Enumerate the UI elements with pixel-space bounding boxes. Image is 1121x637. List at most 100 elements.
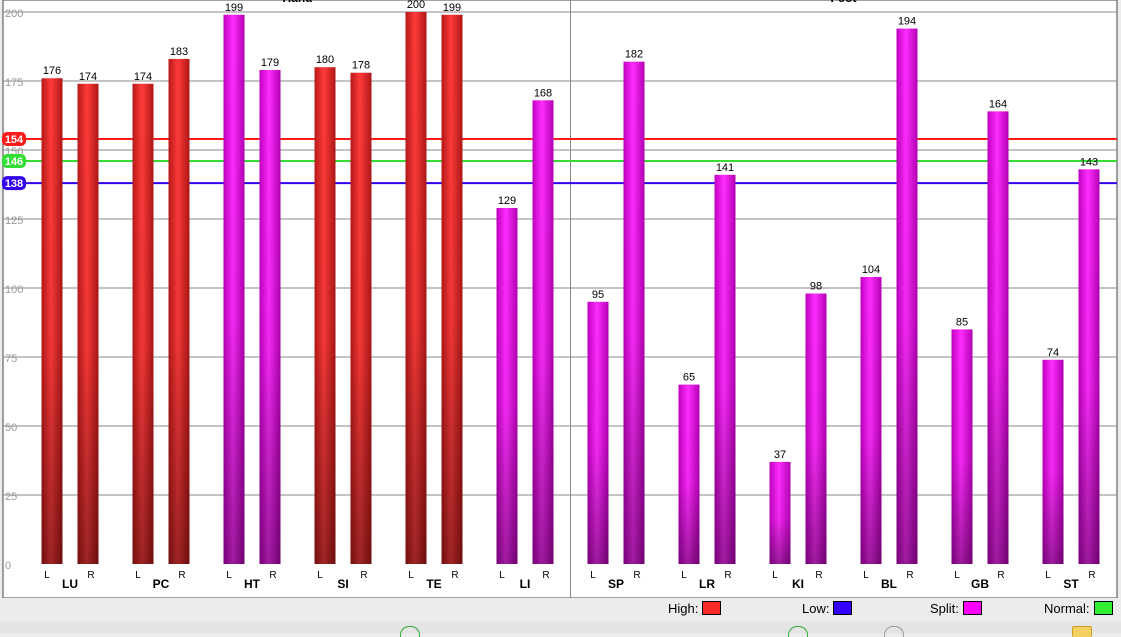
toolbar-icon[interactable]: [788, 626, 808, 637]
data-label: 182: [625, 49, 643, 61]
legend-low-swatch: [833, 601, 853, 615]
data-label: 176: [43, 65, 61, 77]
legend-low: Low:: [802, 598, 853, 618]
side-label: L: [408, 570, 414, 581]
category-label: TE: [426, 577, 441, 591]
y-tick-label: 200: [5, 8, 23, 20]
bar-shade: [1078, 169, 1100, 564]
side-label: L: [681, 570, 687, 581]
legend-normal-swatch: [1093, 601, 1113, 615]
data-label: 104: [862, 264, 880, 276]
bar-shade: [496, 207, 518, 564]
data-label: 179: [261, 57, 279, 69]
category-label: SI: [337, 577, 348, 591]
side-label: L: [226, 570, 232, 581]
y-tick-label: 25: [5, 491, 17, 503]
data-label: 65: [683, 372, 695, 384]
legend-normal: Normal:: [1044, 598, 1113, 618]
side-label: R: [997, 570, 1004, 581]
data-label: 164: [989, 98, 1007, 110]
bar-shade: [678, 384, 700, 564]
side-label: R: [906, 570, 913, 581]
bar-shade: [41, 78, 63, 565]
legend-low-label: Low:: [802, 600, 830, 616]
reference-badge: [2, 176, 26, 191]
data-label: 199: [225, 2, 243, 14]
side-label: R: [87, 570, 94, 581]
data-label: 168: [534, 87, 552, 99]
category-label: LI: [520, 577, 531, 591]
y-tick-label: 0: [5, 560, 11, 572]
bar-shade: [860, 276, 882, 564]
category-label: LU: [62, 577, 78, 591]
bar-shade: [77, 83, 99, 564]
group-title: Hand: [283, 0, 313, 5]
side-label: R: [1088, 570, 1095, 581]
legend-split-swatch: [962, 601, 982, 615]
category-label: LR: [699, 577, 715, 591]
bar-shade: [314, 67, 336, 564]
reference-badge: [2, 154, 26, 169]
side-label: R: [269, 570, 276, 581]
y-tick-label: 175: [5, 77, 23, 89]
toolbar-strip: [0, 621, 1121, 633]
reference-label: 146: [5, 156, 23, 168]
side-label: L: [863, 570, 869, 581]
y-tick-label: 75: [5, 353, 17, 365]
legend-high-swatch: [702, 601, 722, 615]
category-label: KI: [792, 577, 804, 591]
toolbar-icon[interactable]: [1072, 626, 1092, 637]
side-label: R: [451, 570, 458, 581]
legend-normal-label: Normal:: [1044, 600, 1090, 616]
bar-shade: [168, 58, 190, 565]
y-tick-label: 125: [5, 215, 23, 227]
bar-shade: [1042, 359, 1064, 564]
group-title: Foot: [831, 0, 857, 5]
reference-label: 154: [5, 134, 24, 146]
toolbar-icon[interactable]: [400, 626, 420, 637]
toolbar-icon[interactable]: [884, 626, 904, 637]
bar-shade: [259, 69, 281, 565]
data-label: 129: [498, 195, 516, 207]
bar-shade: [623, 61, 645, 565]
bar-shade: [714, 174, 736, 564]
bar-shade: [805, 293, 827, 564]
legend-high: High:: [668, 598, 722, 618]
data-label: 37: [774, 449, 786, 461]
side-label: L: [499, 570, 505, 581]
legend-split-label: Split:: [930, 600, 959, 616]
bar-shade: [769, 461, 791, 564]
legend-split: Split:: [930, 598, 982, 618]
data-label: 141: [716, 162, 734, 174]
legend-high-label: High:: [668, 600, 699, 616]
side-label: L: [954, 570, 960, 581]
data-label: 95: [592, 289, 604, 301]
side-label: R: [178, 570, 185, 581]
bar-shade: [350, 72, 372, 564]
bar-shade: [951, 329, 973, 564]
data-label: 174: [134, 71, 152, 83]
side-label: R: [542, 570, 549, 581]
side-label: R: [724, 570, 731, 581]
category-label: PC: [153, 577, 170, 591]
data-label: 143: [1080, 156, 1098, 168]
data-label: 180: [316, 54, 334, 66]
y-tick-label: 50: [5, 422, 17, 434]
side-label: R: [633, 570, 640, 581]
data-label: 85: [956, 316, 968, 328]
side-label: L: [135, 570, 141, 581]
side-label: L: [317, 570, 323, 581]
bar-shade: [405, 12, 427, 564]
data-label: 98: [810, 281, 822, 293]
bar-shade: [896, 28, 918, 565]
side-label: L: [1045, 570, 1051, 581]
data-label: 199: [443, 2, 461, 14]
data-label: 183: [170, 46, 188, 58]
bar-shade: [587, 301, 609, 564]
data-label: 178: [352, 60, 370, 72]
category-label: GB: [971, 577, 989, 591]
side-label: L: [772, 570, 778, 581]
y-tick-label: 100: [5, 284, 23, 296]
category-label: ST: [1063, 577, 1079, 591]
